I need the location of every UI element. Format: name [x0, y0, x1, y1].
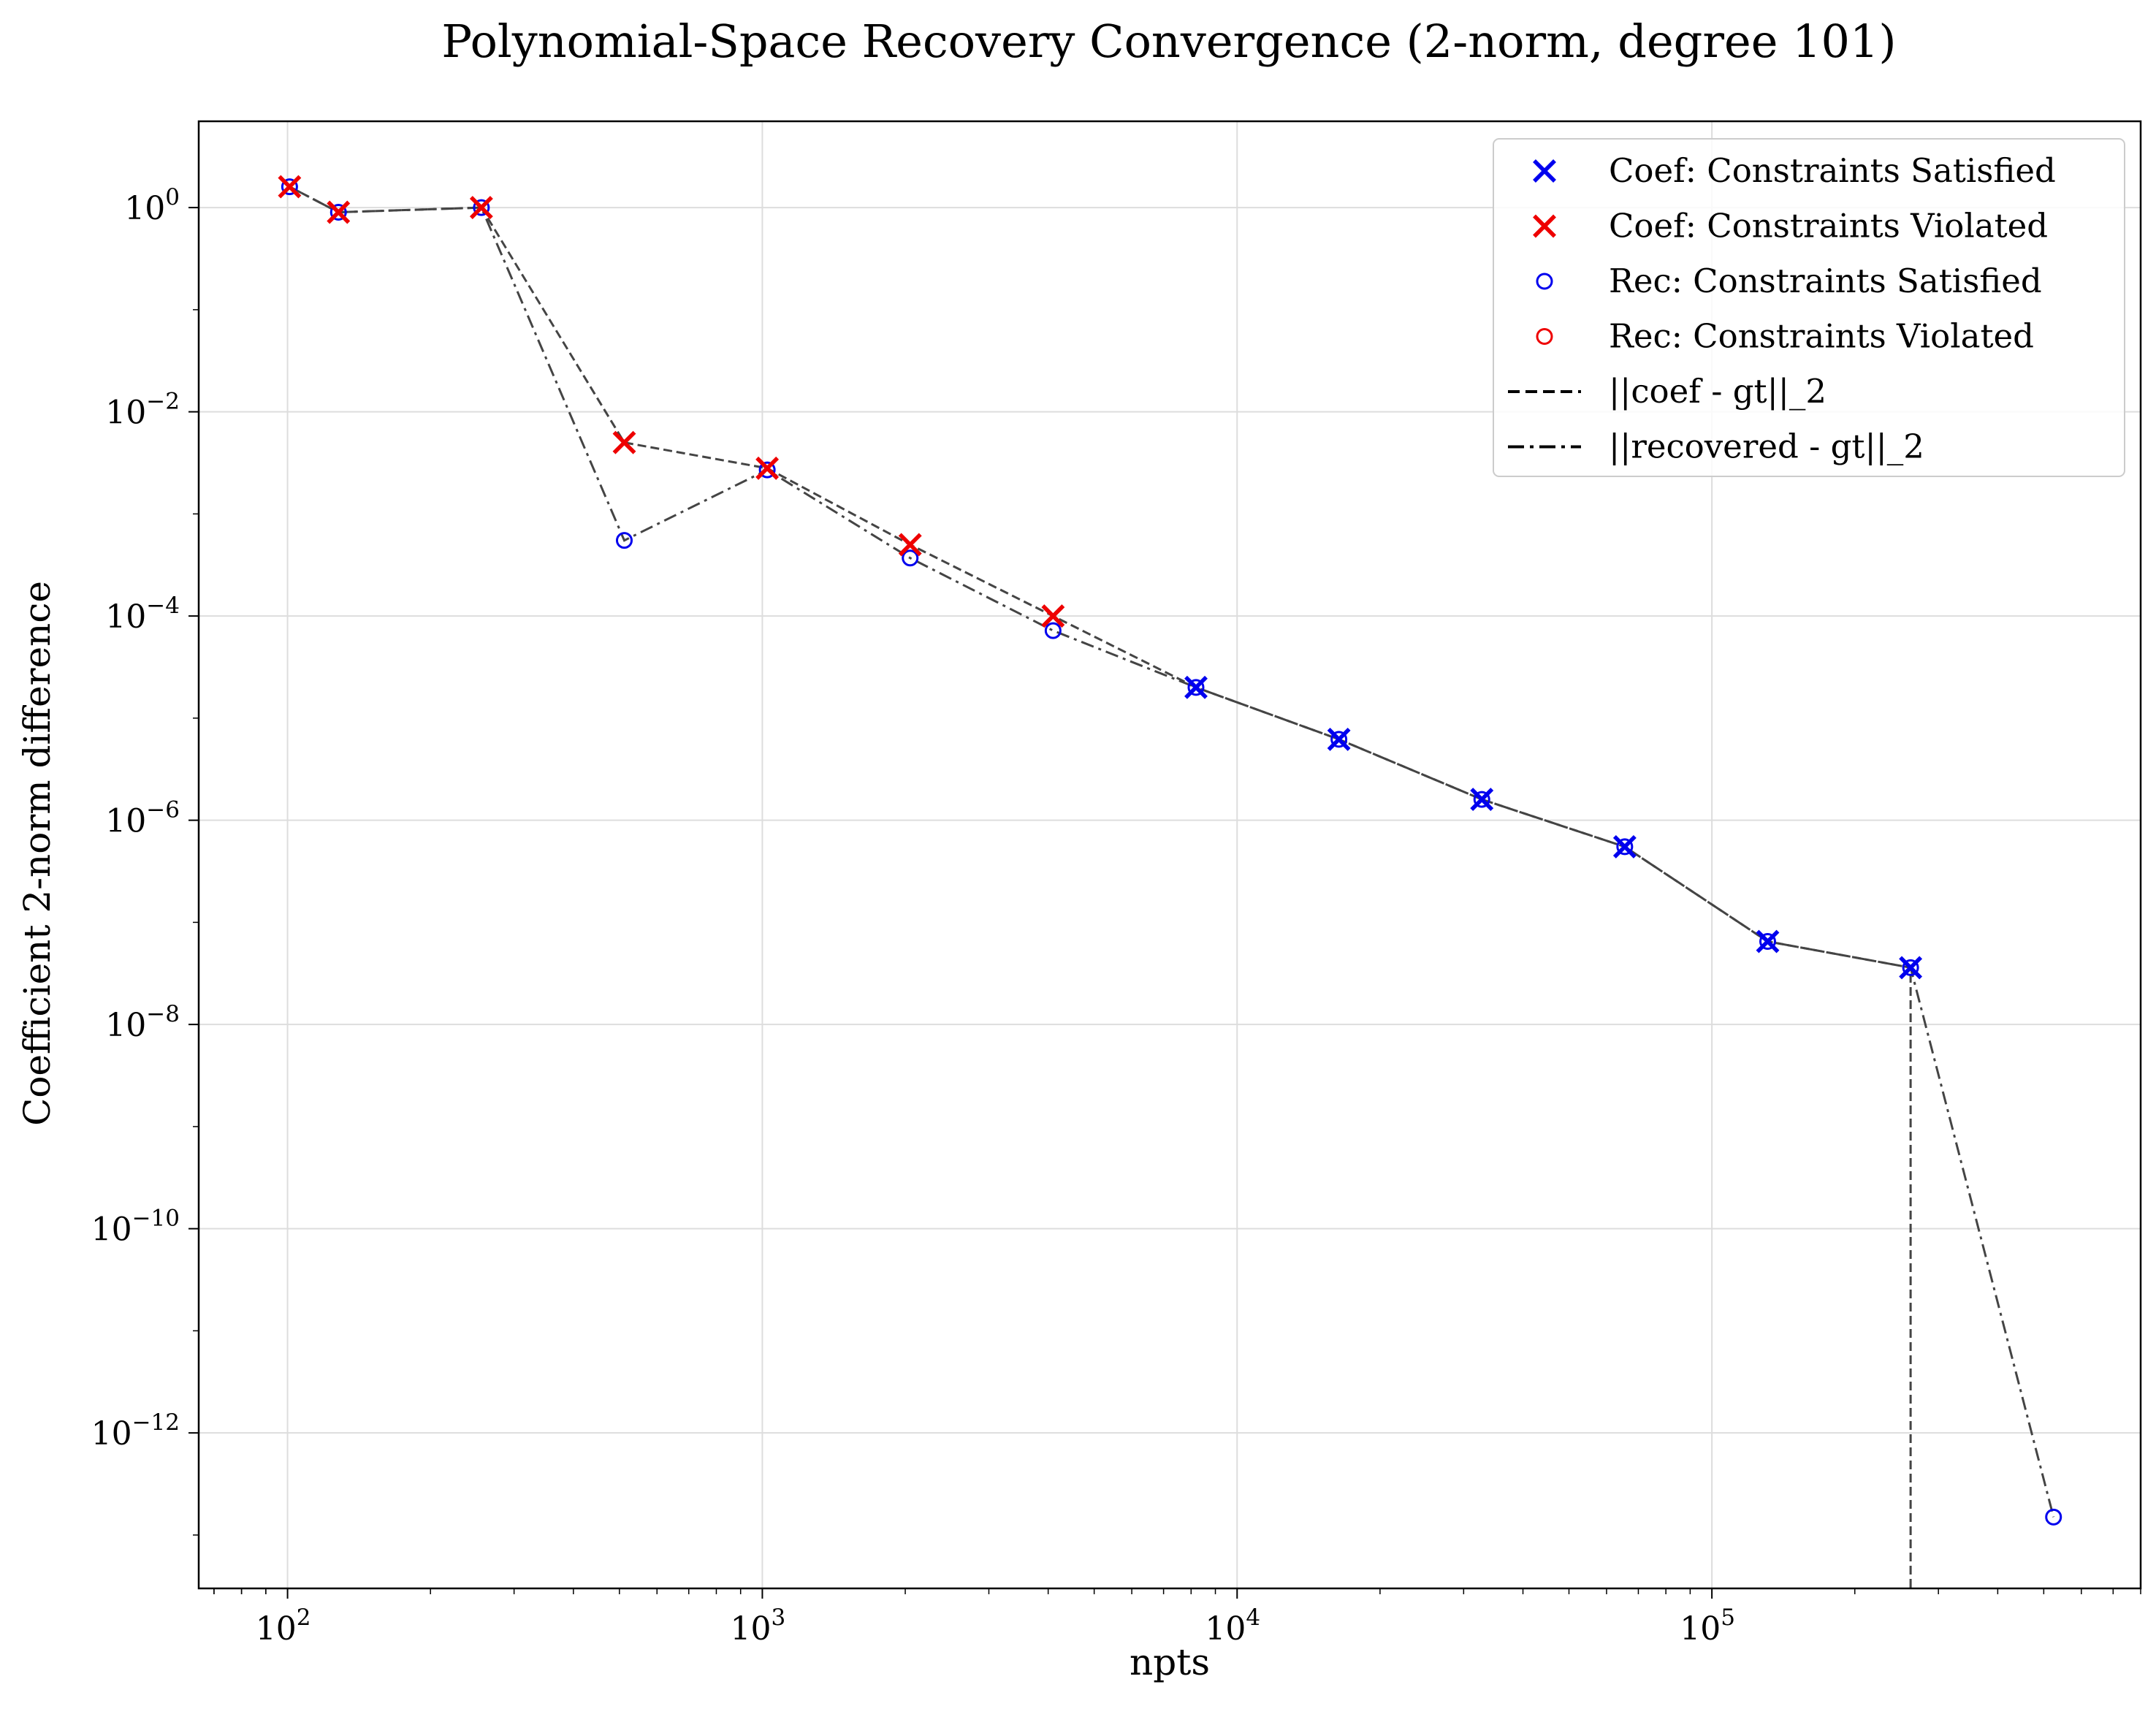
x-axis-label: npts	[1130, 1641, 1210, 1683]
legend-label: Coef: Constraints Violated	[1609, 207, 2048, 245]
x-tick-exponent: 4	[1246, 1604, 1260, 1631]
rec-point-satisfied	[1759, 933, 1776, 951]
x-tick-label: 102	[256, 1604, 311, 1648]
y-tick-exponent: −12	[132, 1409, 180, 1436]
rec-point-satisfied	[615, 532, 633, 549]
y-tick-label: 100	[124, 184, 180, 227]
legend-label: ||coef - gt||_2	[1609, 372, 1826, 411]
x-tick-exponent: 2	[297, 1604, 311, 1631]
legend-circle-marker-icon	[1536, 273, 1553, 290]
y-tick-label: 10−2	[105, 389, 180, 432]
rec-point-satisfied	[1616, 838, 1634, 856]
x-tick-base: 10	[731, 1610, 772, 1648]
data-markers	[278, 175, 2062, 1526]
x-tick-exponent: 5	[1721, 1604, 1735, 1631]
coef-point-violated	[612, 430, 636, 454]
y-tick-label: 10−8	[105, 1001, 180, 1044]
axis-ticks: 102 103 104 10510010−210−410−610−810−1010−1…	[91, 184, 2141, 1648]
coef-point-violated	[278, 175, 302, 199]
legend-label: Rec: Constraints Satisfied	[1609, 262, 2042, 300]
legend-label: Coef: Constraints Satisfied	[1609, 151, 2056, 190]
y-tick-exponent: −4	[146, 593, 180, 619]
coef-point-satisfied	[1327, 727, 1351, 751]
rec-point-satisfied	[1902, 959, 1919, 976]
y-tick-base: 10	[91, 1415, 132, 1453]
coef-point-violated	[755, 456, 780, 480]
x-tick-exponent: 3	[772, 1604, 786, 1631]
legend-label: ||recovered - gt||_2	[1609, 427, 1924, 466]
rec-point-satisfied	[473, 199, 490, 216]
rec-point-satisfied	[330, 204, 347, 221]
x-tick-base: 10	[1680, 1610, 1721, 1648]
coef-point-satisfied	[1470, 788, 1494, 812]
y-tick-exponent: −8	[146, 1001, 180, 1027]
legend-x-marker-icon	[1533, 214, 1556, 238]
x-tick-label: 104	[1205, 1604, 1260, 1648]
legend-x-marker-icon	[1533, 159, 1556, 183]
rec-point-satisfied	[902, 549, 919, 567]
y-tick-base: 10	[124, 190, 165, 227]
y-tick-label: 10−10	[91, 1206, 180, 1249]
rec-point-satisfied	[758, 461, 776, 479]
coef-point-violated	[1041, 604, 1065, 628]
coef-point-satisfied	[1756, 929, 1780, 953]
y-tick-base: 10	[105, 803, 146, 840]
y-axis-label: Coefficient 2-norm difference	[16, 581, 58, 1126]
y-tick-label: 10−4	[105, 593, 180, 636]
y-tick-base: 10	[105, 598, 146, 636]
y-tick-base: 10	[105, 1007, 146, 1044]
x-tick-label: 103	[731, 1604, 786, 1648]
coef-point-satisfied	[1899, 956, 1923, 980]
y-tick-base: 10	[91, 1211, 132, 1249]
legend-circle-marker-icon	[1536, 328, 1553, 345]
plot-area-frame	[197, 120, 2142, 1590]
coef-error-line	[289, 186, 1912, 1588]
rec-point-satisfied	[281, 178, 298, 196]
rec-point-satisfied	[1187, 679, 1205, 696]
coef-point-satisfied	[1612, 834, 1637, 858]
grid	[199, 121, 2141, 1588]
chart-title: Polynomial-Space Recovery Convergence (2…	[441, 15, 1896, 68]
y-tick-exponent: −10	[132, 1206, 180, 1232]
coef-point-satisfied	[1184, 675, 1208, 699]
coef-point-violated	[469, 196, 493, 220]
legend-label: Rec: Constraints Violated	[1609, 317, 2034, 356]
legend: Coef: Constraints Satisfied Coef: Constra…	[1493, 138, 2125, 477]
legend-box	[1493, 138, 2125, 477]
rec-point-satisfied	[1044, 622, 1062, 639]
x-tick-label: 105	[1680, 1604, 1735, 1648]
coef-point-violated	[898, 533, 922, 557]
y-tick-exponent: −6	[146, 797, 180, 823]
rec-point-satisfied	[1330, 731, 1348, 748]
rec-point-satisfied	[2045, 1508, 2062, 1526]
y-tick-exponent: −2	[146, 389, 180, 415]
y-tick-exponent: 0	[165, 184, 180, 210]
y-tick-label: 10−6	[105, 797, 180, 840]
rec-point-satisfied	[1473, 791, 1490, 808]
x-tick-base: 10	[1205, 1610, 1246, 1648]
coef-point-violated	[327, 200, 351, 224]
y-tick-base: 10	[105, 395, 146, 432]
y-tick-label: 10−12	[91, 1409, 180, 1453]
recovered-error-line	[289, 186, 2055, 1518]
x-tick-base: 10	[256, 1610, 297, 1648]
series-lines	[289, 186, 2055, 1588]
